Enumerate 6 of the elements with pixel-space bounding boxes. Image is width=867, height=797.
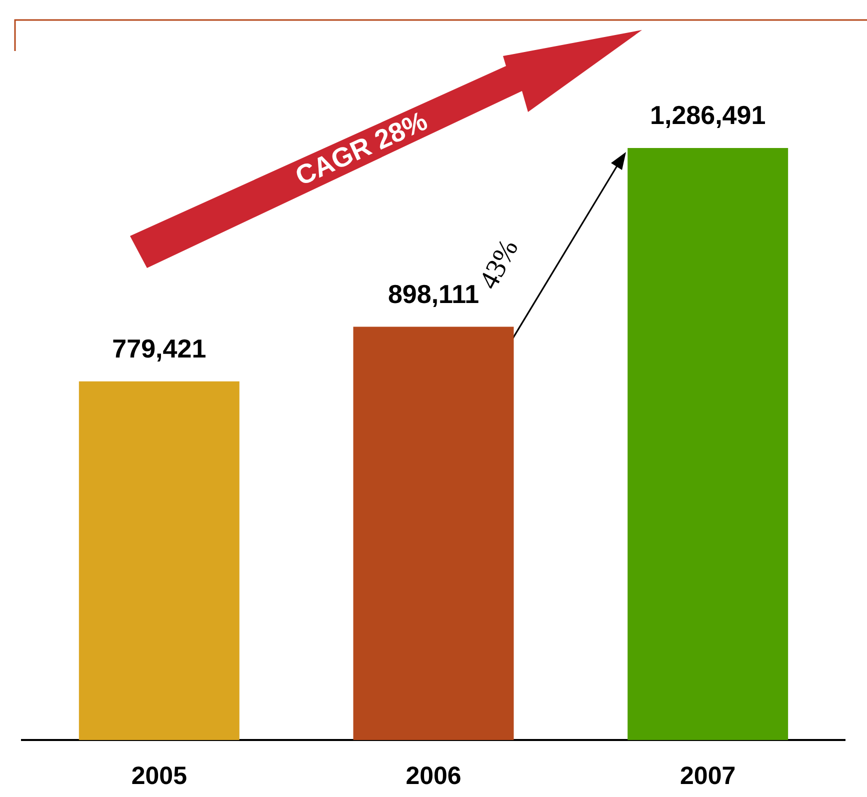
data-label: 1,286,491 — [650, 100, 766, 130]
x-tick-label: 2007 — [680, 762, 736, 790]
x-tick-label: 2006 — [406, 762, 462, 790]
annotation: CAGR 28% — [290, 106, 432, 192]
x-tick-label: 2005 — [131, 762, 188, 790]
data-label: 779,421 — [112, 334, 206, 364]
